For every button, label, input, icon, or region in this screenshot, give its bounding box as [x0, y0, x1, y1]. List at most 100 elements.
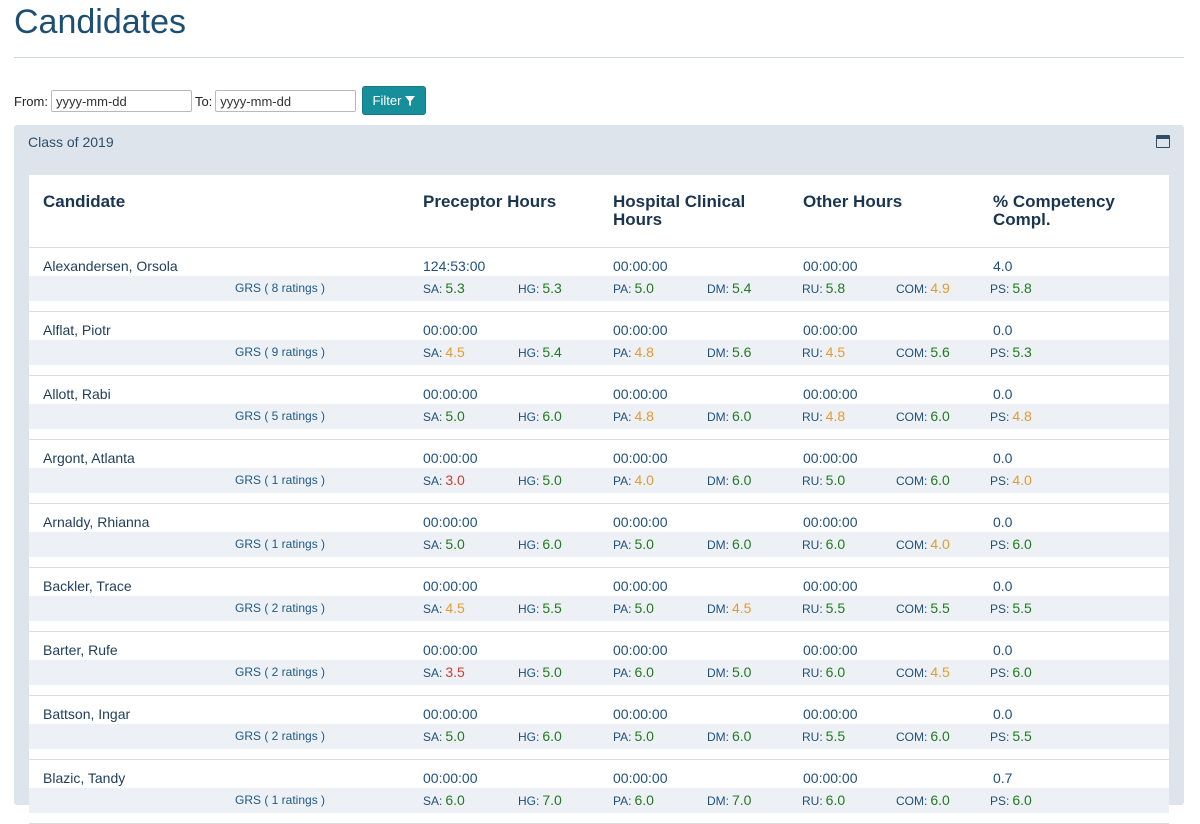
table-row[interactable]: Alflat, Piotr 00:00:00 00:00:00 00:00:00 0.0… [29, 312, 1169, 376]
metric-label: COM: [896, 538, 928, 552]
rating-metric: PA: 6.0 [613, 664, 654, 680]
table-row[interactable]: Barter, Rufe 00:00:00 00:00:00 00:00:00 0.0 G… [29, 632, 1169, 696]
grs-ratings-link[interactable]: GRS ( 5 ratings ) [235, 409, 326, 423]
grs-ratings-link[interactable]: GRS ( 2 ratings ) [235, 601, 326, 615]
rating-metric: COM: 6.0 [896, 728, 950, 744]
candidate-name[interactable]: Alexandersen, Orsola [43, 258, 178, 274]
title-divider [14, 57, 1184, 58]
rating-metric: DM: 4.5 [707, 600, 751, 616]
metric-value: 6.0 [542, 536, 562, 552]
metric-label: HG: [518, 666, 540, 680]
row-summary: Backler, Trace 00:00:00 00:00:00 00:00:00 0.… [29, 568, 1169, 596]
rating-metric: PA: 6.0 [613, 792, 654, 808]
preceptor-hours: 00:00:00 [423, 770, 478, 786]
candidate-name[interactable]: Backler, Trace [43, 578, 132, 594]
candidate-name[interactable]: Argont, Atlanta [43, 450, 135, 466]
panel-title: Class of 2019 [28, 134, 114, 150]
candidate-name[interactable]: Allott, Rabi [43, 386, 111, 402]
to-date-input[interactable] [215, 90, 357, 112]
metric-value: 6.0 [930, 408, 950, 424]
candidate-name[interactable]: Blazic, Tandy [43, 770, 126, 786]
candidate-name[interactable]: Arnaldy, Rhianna [43, 514, 150, 530]
window-toggle-icon[interactable] [1156, 135, 1170, 148]
metric-label: COM: [896, 730, 928, 744]
metric-value: 6.0 [930, 472, 950, 488]
metric-label: HG: [518, 474, 540, 488]
competency-percent: 0.0 [993, 514, 1013, 530]
competency-percent: 0.0 [993, 642, 1013, 658]
metric-value: 3.0 [445, 472, 465, 488]
metric-value: 6.0 [542, 728, 562, 744]
rating-metric: DM: 5.6 [707, 344, 751, 360]
competency-percent: 0.7 [993, 770, 1013, 786]
metric-value: 6.0 [930, 728, 950, 744]
grs-ratings-link[interactable]: GRS ( 1 ratings ) [235, 537, 326, 551]
rating-metric: HG: 5.0 [518, 472, 562, 488]
metric-value: 5.0 [825, 472, 846, 488]
rating-metric: RU: 5.5 [802, 600, 845, 616]
metric-value: 4.8 [1012, 408, 1032, 424]
metric-label: SA: [423, 794, 443, 808]
other-hours: 00:00:00 [803, 322, 858, 338]
candidate-name[interactable]: Barter, Rufe [43, 642, 118, 658]
rating-metric: COM: 4.5 [896, 664, 950, 680]
hospital-clinical-hours: 00:00:00 [613, 258, 668, 274]
grs-ratings-link[interactable]: GRS ( 8 ratings ) [235, 281, 326, 295]
filter-button[interactable]: Filter [362, 86, 426, 115]
metric-label: DM: [707, 538, 729, 552]
metric-label: PA: [613, 474, 632, 488]
metric-label: PS: [990, 538, 1010, 552]
metric-label: PA: [613, 730, 632, 744]
metric-label: PA: [613, 666, 632, 680]
table-row[interactable]: Argont, Atlanta 00:00:00 00:00:00 00:00:00 0… [29, 440, 1169, 504]
hospital-clinical-hours: 00:00:00 [613, 706, 668, 722]
rating-metric: PA: 5.0 [613, 600, 654, 616]
row-summary: Argont, Atlanta 00:00:00 00:00:00 00:00:00 0… [29, 440, 1169, 468]
rating-metric: COM: 6.0 [896, 472, 950, 488]
table-row[interactable]: Allott, Rabi 00:00:00 00:00:00 00:00:00 0.0 G… [29, 376, 1169, 440]
metric-label: DM: [707, 666, 729, 680]
table-row[interactable]: Battson, Ingar 00:00:00 00:00:00 00:00:00 0.… [29, 696, 1169, 760]
table-row[interactable]: Backler, Trace 00:00:00 00:00:00 00:00:00 0.… [29, 568, 1169, 632]
rating-metric: DM: 5.4 [707, 280, 751, 296]
rating-metric: DM: 6.0 [707, 536, 751, 552]
metric-value: 4.8 [634, 408, 654, 424]
row-ratings: GRS ( 1 ratings ) SA: 5.0 HG: 6.0 PA: 5.0 DM: 6.… [29, 532, 1169, 557]
rating-metric: PA: 4.8 [613, 344, 654, 360]
grs-ratings-link[interactable]: GRS ( 1 ratings ) [235, 473, 326, 487]
metric-value: 5.5 [825, 728, 846, 744]
rating-metric: SA: 4.5 [423, 344, 465, 360]
table-row[interactable]: Alexandersen, Orsola 124:53:00 00:00:00 00:… [29, 248, 1169, 312]
from-date-input[interactable] [50, 90, 192, 112]
metric-value: 4.5 [825, 344, 846, 360]
table-row[interactable]: Arnaldy, Rhianna 00:00:00 00:00:00 00:00:00… [29, 504, 1169, 568]
grs-ratings-link[interactable]: GRS ( 1 ratings ) [235, 793, 326, 807]
rating-metric: HG: 7.0 [518, 792, 562, 808]
candidates-table: Candidate Preceptor Hours Hospital Clini… [29, 175, 1169, 824]
metric-label: PS: [990, 282, 1010, 296]
row-summary: Battson, Ingar 00:00:00 00:00:00 00:00:00 0.… [29, 696, 1169, 724]
rating-metric: HG: 5.5 [518, 600, 562, 616]
grs-ratings-link[interactable]: GRS ( 2 ratings ) [235, 729, 326, 743]
metric-value: 5.4 [732, 280, 752, 296]
other-hours: 00:00:00 [803, 514, 858, 530]
rating-metric: COM: 6.0 [896, 792, 950, 808]
metric-value: 7.0 [542, 792, 562, 808]
metric-value: 5.4 [542, 344, 562, 360]
metric-label: PS: [990, 410, 1010, 424]
metric-label: HG: [518, 346, 540, 360]
grs-ratings-link[interactable]: GRS ( 9 ratings ) [235, 345, 326, 359]
rating-metric: PS: 6.0 [990, 792, 1032, 808]
rating-metric: PA: 4.8 [613, 408, 654, 424]
header-preceptor-hours: Preceptor Hours [423, 192, 557, 211]
metric-label: SA: [423, 474, 443, 488]
metric-value: 4.5 [930, 664, 950, 680]
table-row[interactable]: Blazic, Tandy 00:00:00 00:00:00 00:00:00 0.7… [29, 760, 1169, 824]
grs-ratings-link[interactable]: GRS ( 2 ratings ) [235, 665, 326, 679]
metric-value: 6.0 [1012, 792, 1032, 808]
preceptor-hours: 124:53:00 [423, 258, 486, 274]
candidate-name[interactable]: Alflat, Piotr [43, 322, 111, 338]
candidate-name[interactable]: Battson, Ingar [43, 706, 131, 722]
metric-value: 5.3 [1012, 344, 1032, 360]
to-label: To: [194, 93, 213, 109]
